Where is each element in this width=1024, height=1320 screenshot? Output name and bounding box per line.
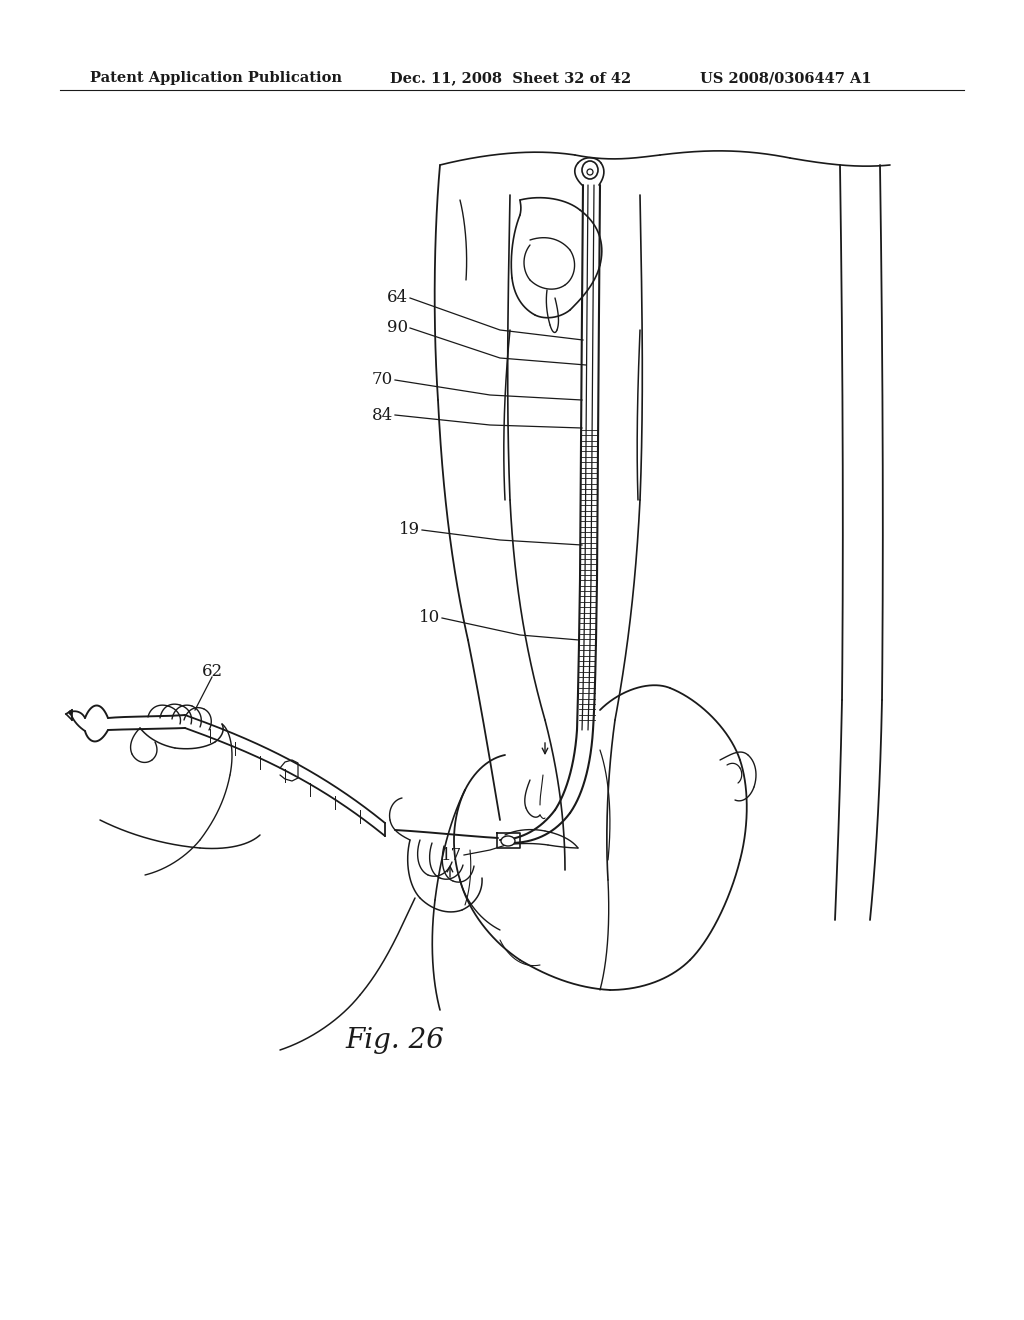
Ellipse shape: [501, 836, 515, 846]
Text: 19: 19: [399, 521, 420, 539]
Ellipse shape: [587, 169, 593, 176]
Text: US 2008/0306447 A1: US 2008/0306447 A1: [700, 71, 871, 84]
Text: Fig. 26: Fig. 26: [345, 1027, 443, 1053]
Text: 10: 10: [419, 610, 440, 627]
Text: 90: 90: [387, 319, 408, 337]
Text: 64: 64: [387, 289, 408, 306]
Text: 70: 70: [372, 371, 393, 388]
Ellipse shape: [582, 161, 598, 180]
Text: 84: 84: [372, 407, 393, 424]
Text: 62: 62: [202, 664, 222, 681]
Text: Patent Application Publication: Patent Application Publication: [90, 71, 342, 84]
Text: 17: 17: [440, 846, 462, 863]
Text: Dec. 11, 2008  Sheet 32 of 42: Dec. 11, 2008 Sheet 32 of 42: [390, 71, 631, 84]
